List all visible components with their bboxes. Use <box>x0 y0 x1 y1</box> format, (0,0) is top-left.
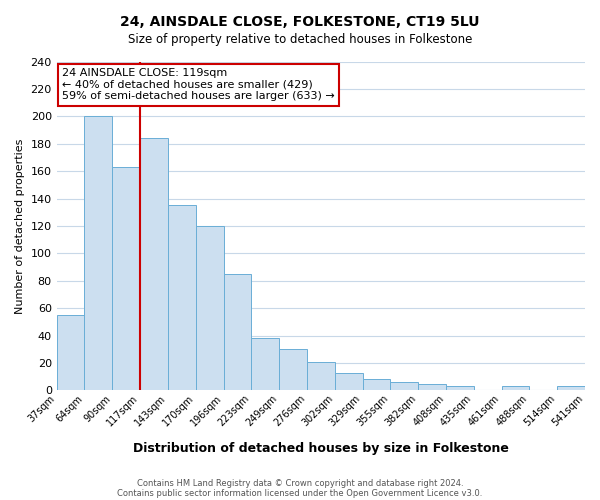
Bar <box>196 226 224 390</box>
Text: Contains public sector information licensed under the Open Government Licence v3: Contains public sector information licen… <box>118 488 482 498</box>
Bar <box>557 386 585 390</box>
Bar <box>251 338 279 390</box>
Text: 24 AINSDALE CLOSE: 119sqm
← 40% of detached houses are smaller (429)
59% of semi: 24 AINSDALE CLOSE: 119sqm ← 40% of detac… <box>62 68 335 102</box>
Bar <box>307 362 335 390</box>
Bar <box>224 274 251 390</box>
X-axis label: Distribution of detached houses by size in Folkestone: Distribution of detached houses by size … <box>133 442 509 455</box>
Bar <box>168 206 196 390</box>
Bar <box>362 380 391 390</box>
Text: Size of property relative to detached houses in Folkestone: Size of property relative to detached ho… <box>128 32 472 46</box>
Bar <box>391 382 418 390</box>
Bar <box>56 315 85 390</box>
Bar <box>418 384 446 390</box>
Text: 24, AINSDALE CLOSE, FOLKESTONE, CT19 5LU: 24, AINSDALE CLOSE, FOLKESTONE, CT19 5LU <box>120 15 480 29</box>
Y-axis label: Number of detached properties: Number of detached properties <box>15 138 25 314</box>
Bar <box>502 386 529 390</box>
Bar <box>279 350 307 391</box>
Text: Contains HM Land Registry data © Crown copyright and database right 2024.: Contains HM Land Registry data © Crown c… <box>137 478 463 488</box>
Bar <box>446 386 474 390</box>
Bar <box>140 138 168 390</box>
Bar <box>85 116 112 390</box>
Bar <box>112 167 140 390</box>
Bar <box>335 372 362 390</box>
